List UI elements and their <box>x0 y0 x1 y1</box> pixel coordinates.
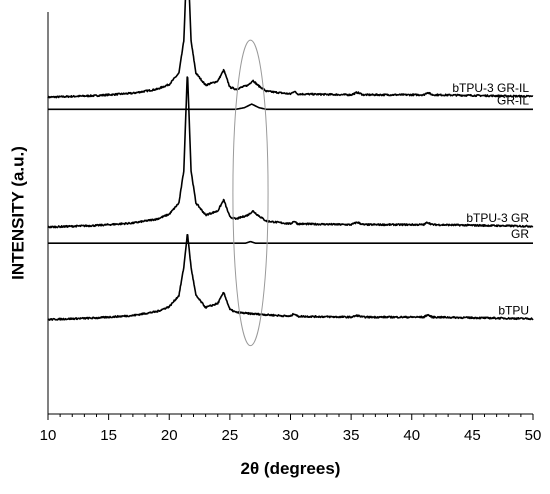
highlight-ellipse <box>232 39 269 347</box>
x-tick-label: 50 <box>525 427 542 444</box>
series-btpu-3-gr-il-label: bTPU-3 GR-IL <box>452 81 529 95</box>
series-gr-il-label: GR-IL <box>497 93 529 107</box>
x-tick-label: 35 <box>343 427 360 444</box>
x-tick-label: 20 <box>161 427 178 444</box>
x-tick-label: 10 <box>40 427 57 444</box>
series-btpu-3-gr-line <box>47 76 534 229</box>
series-btpu-3-gr-il-line <box>47 0 534 99</box>
series-btpu-line <box>47 233 534 321</box>
x-axis-title: 2θ (degrees) <box>241 459 341 478</box>
annotation-layer <box>232 39 269 347</box>
x-tick-label: 45 <box>464 427 481 444</box>
x-tick-label: 30 <box>282 427 299 444</box>
y-axis-title: INTENSITY (a.u.) <box>8 146 27 280</box>
x-tick-label: 40 <box>403 427 420 444</box>
series-gr-line <box>47 240 534 244</box>
x-tick-label: 25 <box>222 427 239 444</box>
series-gr-il-line <box>47 103 534 111</box>
series-btpu-3-gr-label: bTPU-3 GR <box>466 211 529 225</box>
x-tick-label: 15 <box>100 427 117 444</box>
series-gr-label: GR <box>511 227 529 241</box>
axes-layer: 10 15 20 25 30 35 40 45 50 <box>40 12 542 444</box>
series-btpu-label: bTPU <box>498 304 529 318</box>
